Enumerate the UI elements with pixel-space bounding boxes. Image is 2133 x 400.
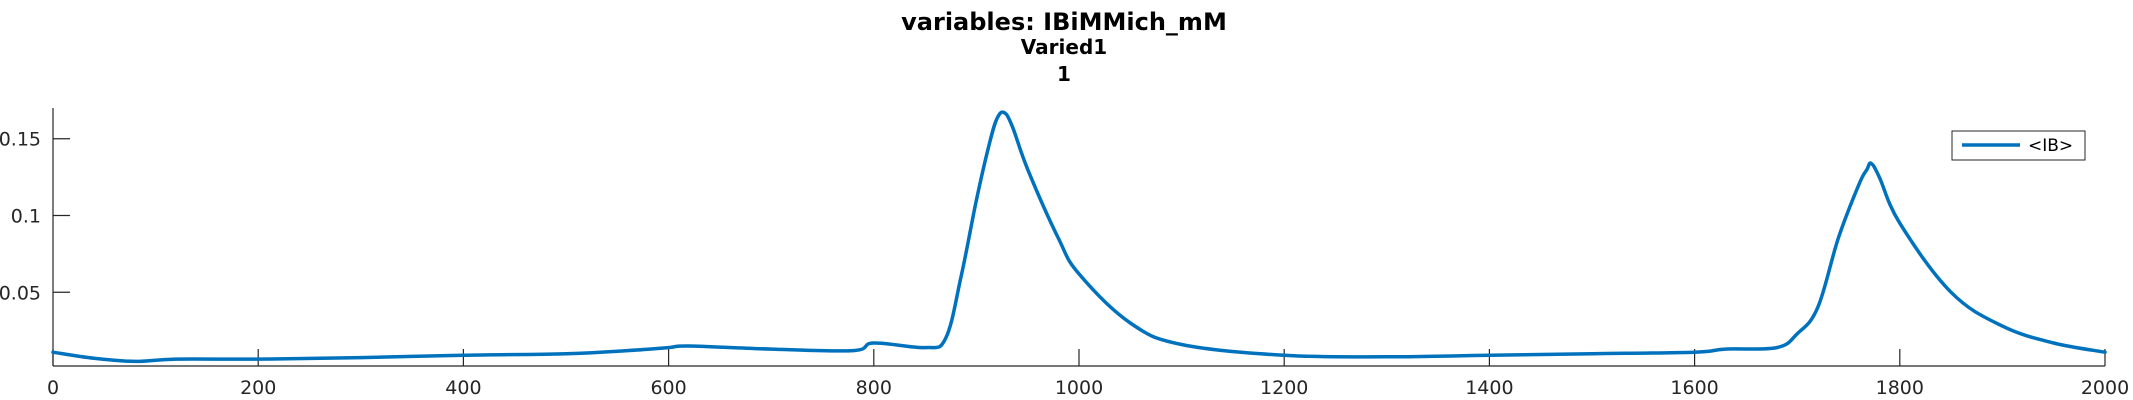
x-tick-label: 200 [240,377,276,399]
x-tick-label: 400 [445,377,481,399]
x-tick-label: 1200 [1260,377,1308,399]
x-tick-label: 600 [650,377,686,399]
x-axis-ticks: 0 200 400 600 800 1000 1200 1400 1600 1800 2000 [47,349,2129,399]
y-tick-label: 0.15 [0,129,41,151]
x-tick-label: 1600 [1670,377,1718,399]
legend: <IB> [1951,130,2086,161]
chart-subtitle: Varied1 [1021,35,1107,59]
x-tick-label: 2000 [2081,377,2129,399]
y-tick-label: 0.1 [11,206,41,228]
y-tick-label: 0.05 [0,282,41,304]
x-tick-label: 1800 [1876,377,1924,399]
x-tick-label: 1000 [1055,377,1103,399]
y-axis-ticks: 0.05 0.1 0.15 [0,129,70,304]
series-line-ib [51,110,2107,364]
chart-subtitle-index: 1 [1057,62,1071,86]
axes [52,108,2105,367]
x-tick-label: 1400 [1465,377,1513,399]
legend-label-ib: <IB> [2028,136,2073,156]
chart-title: variables: IBiMMich_mM [901,8,1227,36]
x-tick-label: 800 [856,377,892,399]
x-tick-label: 0 [47,377,59,399]
